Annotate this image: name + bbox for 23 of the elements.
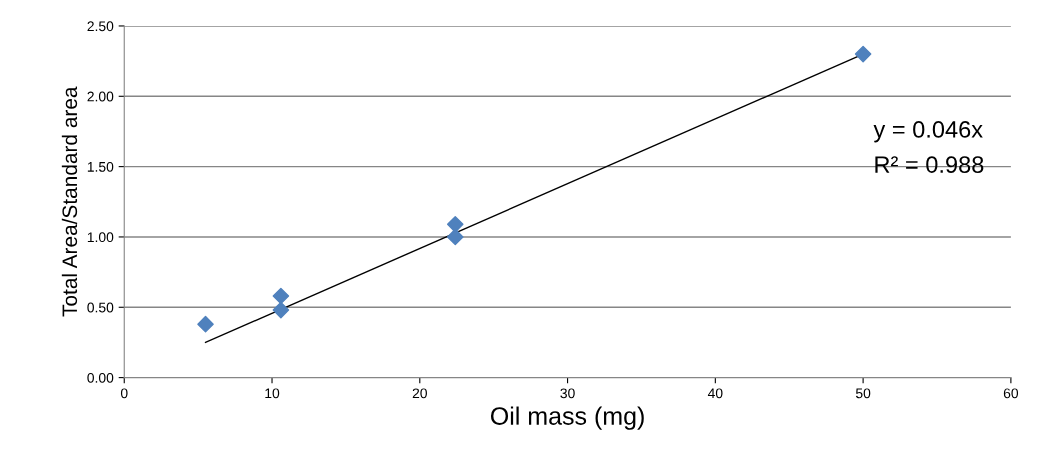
y-tick-label: 2.50	[87, 21, 114, 32]
y-axis-title: Total Area/Standard area	[61, 86, 78, 317]
x-tick-label: 50	[855, 388, 871, 399]
x-axis-title: Oil mass (mg)	[490, 406, 644, 430]
y-tick-label: 1.50	[87, 161, 114, 172]
annotation: y = 0.046x	[873, 121, 983, 143]
y-tick-label: 0.50	[87, 302, 114, 313]
y-tick-label: 1.00	[87, 232, 114, 243]
point	[272, 301, 290, 319]
x-tick-label: 30	[560, 388, 575, 399]
point	[446, 228, 464, 246]
x-tick-label: 60	[1003, 388, 1019, 399]
x-tick-label: 20	[412, 388, 427, 399]
point	[854, 45, 872, 63]
point	[446, 215, 464, 233]
y-tick-label: 0.00	[87, 372, 114, 383]
x-tick-label: 10	[265, 388, 280, 399]
y-tick-label: 2.00	[87, 91, 114, 102]
point	[197, 315, 214, 333]
x-tick-label: 40	[707, 388, 723, 399]
annotation: R² = 0.988	[875, 156, 984, 173]
point	[272, 287, 290, 305]
x-tick-label: 0	[120, 388, 128, 399]
